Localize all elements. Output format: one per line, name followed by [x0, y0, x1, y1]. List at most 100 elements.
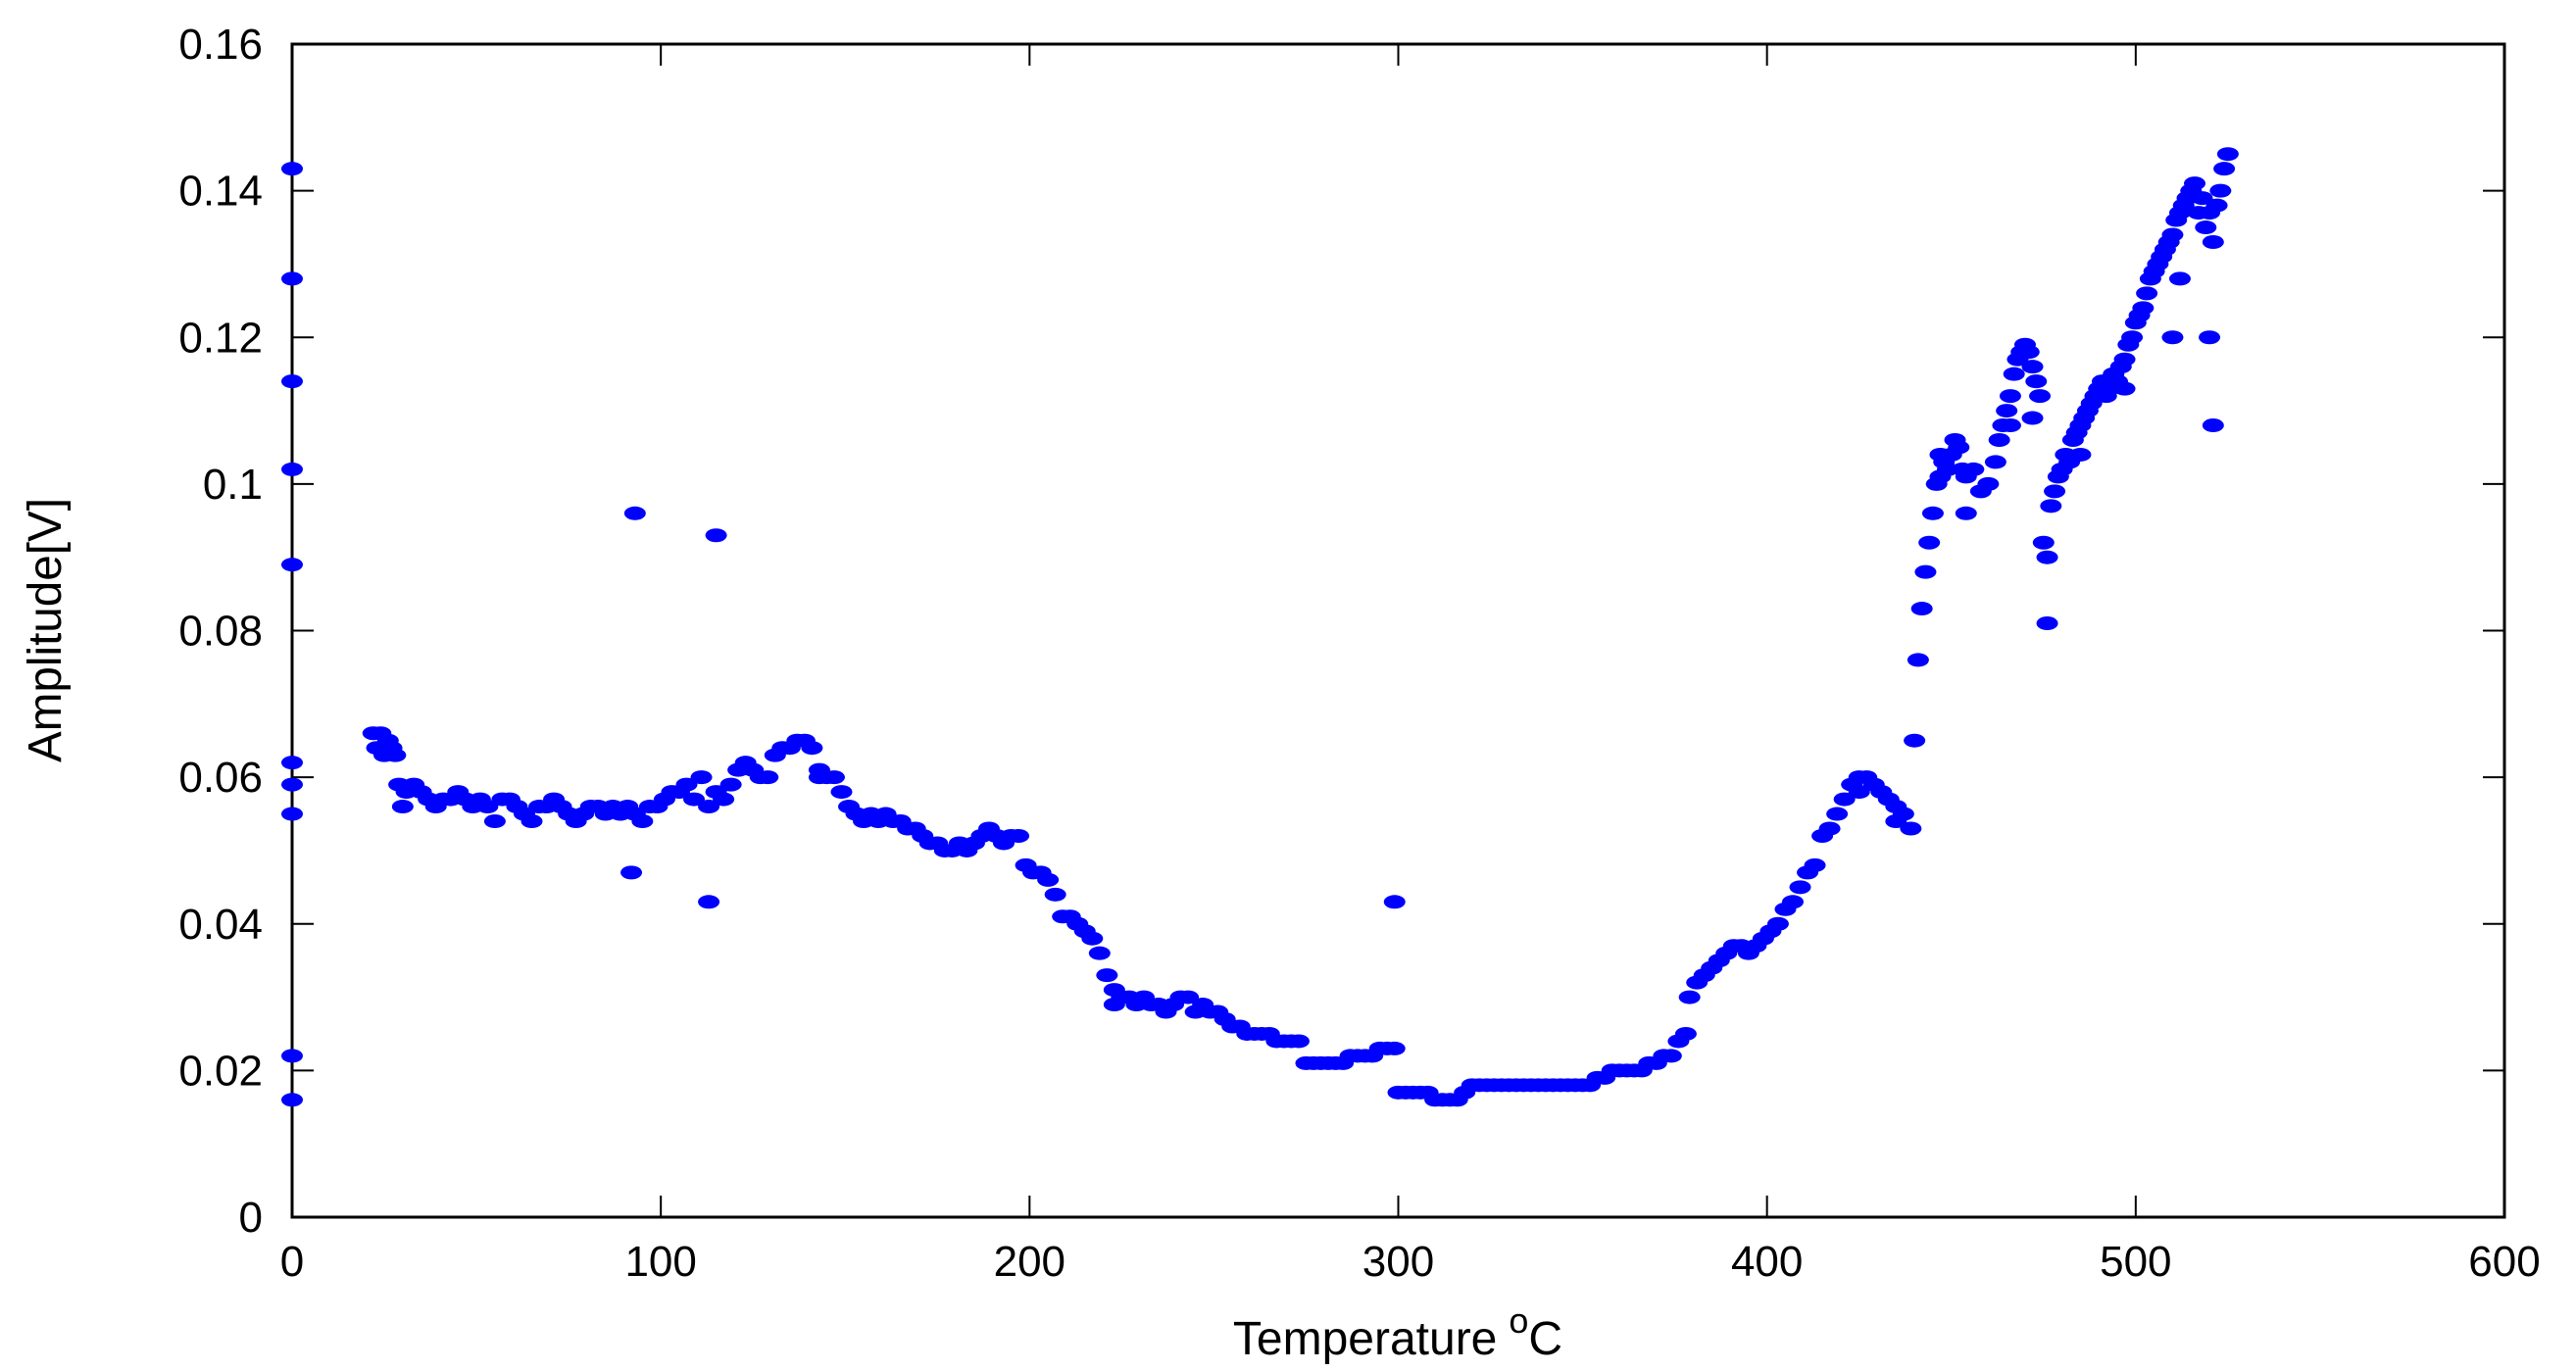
data-point: [483, 814, 506, 829]
data-point: [476, 800, 499, 814]
data-point: [2136, 286, 2158, 301]
data-point: [2003, 367, 2025, 381]
data-point: [520, 814, 543, 829]
data-point: [2017, 345, 2040, 360]
data-point: [2044, 484, 2066, 499]
axis-ticks: [291, 43, 2505, 1218]
data-point: [2032, 535, 2055, 550]
y-tick-label: 0: [239, 1194, 263, 1242]
data-point: [623, 506, 646, 520]
data-point: [1177, 990, 1200, 1004]
data-point: [1088, 946, 1111, 960]
data-point: [2113, 381, 2136, 396]
data-point: [1996, 404, 2018, 418]
data-point: [2036, 616, 2058, 631]
x-tick-label: 500: [2100, 1238, 2171, 1286]
x-axis-title-text: Temperature: [1233, 1313, 1497, 1365]
data-point: [1383, 1041, 1406, 1055]
y-tick-label: 0.12: [178, 314, 263, 362]
data-point: [1789, 880, 1811, 895]
data-point: [2202, 234, 2224, 249]
x-tick-label: 0: [280, 1238, 304, 1286]
x-tick-label: 100: [624, 1238, 696, 1286]
data-point: [384, 748, 407, 762]
data-point: [1885, 814, 1907, 829]
data-point: [801, 741, 823, 756]
data-point: [1929, 447, 1952, 462]
x-axis-title: Temperature oC: [1233, 1300, 1562, 1365]
data-point: [1999, 418, 2021, 433]
data-point: [1833, 792, 1856, 807]
data-point: [391, 800, 414, 814]
data-point: [2161, 227, 2184, 242]
data-point: [757, 770, 779, 785]
x-tick-label: 300: [1362, 1238, 1434, 1286]
data-point: [808, 770, 830, 785]
data-point: [698, 800, 720, 814]
data-point: [2209, 183, 2232, 198]
y-tick-label: 0.1: [203, 461, 263, 509]
x-tick-labels: 0 100 200 300 400 500 600: [280, 1238, 2541, 1286]
data-point: [2040, 499, 2062, 514]
x-tick-label: 200: [994, 1238, 1065, 1286]
y-tick-label: 0.02: [178, 1047, 263, 1095]
data-point: [1383, 895, 1406, 909]
data-point: [1781, 895, 1804, 909]
data-point: [830, 785, 853, 800]
x-tick-label: 600: [2468, 1238, 2540, 1286]
data-point: [1999, 389, 2021, 404]
data-point: [2191, 191, 2213, 206]
data-point: [2216, 147, 2239, 162]
data-point: [281, 1049, 303, 1063]
y-axis-title: Amplitude[V]: [20, 498, 72, 762]
data-point: [1674, 1026, 1697, 1041]
data-point: [1955, 506, 1977, 520]
data-point: [281, 777, 303, 792]
data-point: [683, 792, 706, 807]
data-points: [281, 147, 2239, 1107]
data-point: [1037, 872, 1060, 887]
data-point: [2202, 418, 2224, 433]
y-tick-label: 0.16: [178, 21, 263, 69]
x-axis-unit: C: [1528, 1313, 1562, 1365]
data-point: [1008, 828, 1030, 843]
data-point: [2195, 220, 2217, 235]
data-point: [1904, 733, 1926, 748]
data-point: [2132, 301, 2155, 316]
data-point: [2205, 198, 2228, 213]
data-point: [281, 756, 303, 770]
data-point: [1910, 602, 1933, 616]
data-point: [2025, 374, 2048, 389]
data-point: [1287, 1034, 1310, 1049]
data-point: [2036, 550, 2058, 564]
data-point: [1096, 968, 1118, 983]
data-point: [1977, 476, 2000, 491]
data-point: [2121, 330, 2144, 345]
y-tick-label: 0.08: [178, 608, 263, 656]
data-point: [1818, 821, 1841, 836]
data-point: [631, 814, 654, 829]
data-point: [281, 1093, 303, 1107]
data-point: [1766, 916, 1789, 931]
y-tick-label: 0.14: [178, 168, 263, 216]
data-point: [2113, 352, 2136, 367]
data-point: [1660, 1049, 1682, 1063]
data-point: [281, 374, 303, 389]
data-point: [690, 770, 713, 785]
data-point: [1921, 506, 1944, 520]
data-point: [1103, 998, 1125, 1012]
data-point: [1900, 821, 1922, 836]
data-point: [1962, 462, 1985, 476]
data-point: [1826, 807, 1849, 821]
data-point: [2213, 162, 2236, 176]
data-point: [281, 271, 303, 286]
data-point: [1948, 440, 1970, 455]
data-point: [675, 777, 698, 792]
data-point: [2029, 389, 2052, 404]
data-point: [713, 792, 735, 807]
data-point: [1936, 462, 1958, 476]
data-point: [2168, 271, 2191, 286]
y-tick-labels: 0 0.02 0.04 0.06 0.08 0.1 0.12 0.14 0.16: [178, 21, 263, 1242]
data-point: [1918, 535, 1941, 550]
